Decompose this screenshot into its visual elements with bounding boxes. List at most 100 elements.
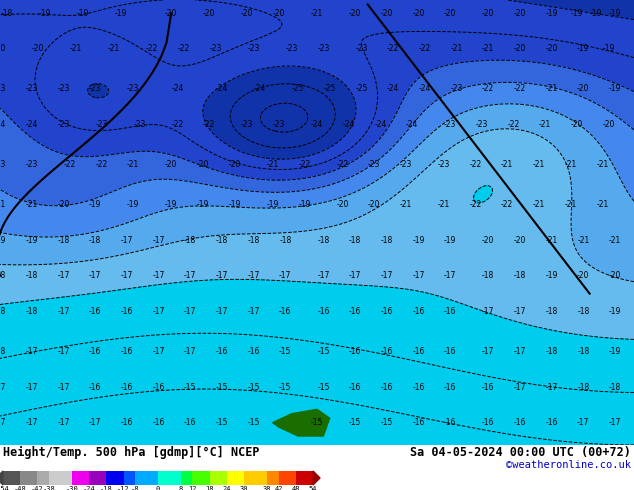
Text: -24: -24	[0, 120, 6, 129]
Bar	[193, 471, 210, 485]
Bar	[72, 471, 89, 485]
Bar	[124, 471, 135, 485]
Text: -17: -17	[380, 271, 393, 280]
Text: -21: -21	[399, 200, 412, 209]
Text: -24: -24	[406, 120, 418, 129]
Polygon shape	[273, 409, 330, 436]
Text: 54: 54	[309, 486, 317, 490]
Text: ©weatheronline.co.uk: ©weatheronline.co.uk	[506, 460, 631, 470]
Text: -20: -20	[482, 9, 495, 18]
Text: -17: -17	[89, 418, 101, 427]
Text: -19: -19	[609, 307, 621, 316]
Text: -17: -17	[184, 347, 197, 356]
Text: -17: -17	[216, 307, 228, 316]
Text: -21: -21	[266, 160, 279, 169]
Text: -21: -21	[450, 45, 463, 53]
Bar	[227, 471, 244, 485]
Text: -23: -23	[57, 120, 70, 129]
Text: -22: -22	[298, 160, 311, 169]
Text: -17: -17	[25, 383, 38, 392]
Bar	[278, 471, 296, 485]
Text: -24: -24	[171, 84, 184, 94]
Text: -20: -20	[57, 200, 70, 209]
Text: -17: -17	[0, 418, 6, 427]
Text: -18: -18	[57, 236, 70, 245]
Text: -16: -16	[412, 383, 425, 392]
Text: -16: -16	[89, 383, 101, 392]
Text: -16: -16	[279, 307, 292, 316]
Text: -20: -20	[571, 120, 583, 129]
Text: -16: -16	[120, 383, 133, 392]
Text: -21: -21	[596, 160, 609, 169]
Text: -54: -54	[0, 486, 10, 490]
Text: -20: -20	[228, 160, 241, 169]
Text: -22: -22	[336, 160, 349, 169]
Text: -22: -22	[482, 84, 495, 94]
Text: -17: -17	[247, 271, 260, 280]
Text: -20: -20	[577, 271, 590, 280]
Text: -21: -21	[577, 236, 590, 245]
Text: -20: -20	[609, 271, 621, 280]
Text: -16: -16	[120, 347, 133, 356]
Text: -21: -21	[311, 9, 323, 18]
Text: -17: -17	[57, 418, 70, 427]
Text: -18: -18	[609, 383, 621, 392]
Text: -17: -17	[184, 307, 197, 316]
Text: -20: -20	[0, 45, 6, 53]
Text: -19: -19	[602, 45, 615, 53]
Text: -17: -17	[152, 347, 165, 356]
Bar	[89, 471, 107, 485]
Text: -23: -23	[355, 45, 368, 53]
Text: -24: -24	[311, 120, 323, 129]
Text: -19: -19	[0, 236, 6, 245]
Text: -19: -19	[38, 9, 51, 18]
Text: -24: -24	[374, 120, 387, 129]
Text: -18: -18	[482, 271, 495, 280]
Text: -18: -18	[514, 271, 526, 280]
Text: -18: -18	[0, 307, 6, 316]
Text: -23: -23	[450, 84, 463, 94]
Text: -22: -22	[501, 200, 514, 209]
Text: -23: -23	[209, 45, 222, 53]
Text: -15: -15	[216, 383, 228, 392]
Text: -16: -16	[120, 418, 133, 427]
Text: -16: -16	[380, 347, 393, 356]
Text: Height/Temp. 500 hPa [gdmp][°C] NCEP: Height/Temp. 500 hPa [gdmp][°C] NCEP	[3, 446, 259, 459]
Text: -17: -17	[482, 307, 495, 316]
Text: -24: -24	[387, 84, 399, 94]
Text: -19: -19	[444, 236, 456, 245]
Text: -15: -15	[279, 347, 292, 356]
Text: -17: -17	[545, 383, 558, 392]
Text: -18: -18	[25, 307, 38, 316]
Bar	[135, 471, 158, 485]
Text: -19: -19	[114, 9, 127, 18]
Text: -20: -20	[514, 45, 526, 53]
Text: -16: -16	[380, 383, 393, 392]
Text: -15: -15	[380, 418, 393, 427]
Text: -20: -20	[336, 200, 349, 209]
Text: 12: 12	[188, 486, 197, 490]
Text: -19: -19	[89, 200, 101, 209]
Text: -48: -48	[14, 486, 27, 490]
Text: -21: -21	[501, 160, 514, 169]
Text: -22: -22	[469, 160, 482, 169]
Text: -22: -22	[146, 45, 158, 53]
Text: -18: -18	[279, 236, 292, 245]
Text: -21: -21	[533, 200, 545, 209]
Text: -20: -20	[602, 120, 615, 129]
Text: -21: -21	[564, 160, 577, 169]
Text: -16: -16	[444, 418, 456, 427]
Text: -18: -18	[577, 347, 590, 356]
Text: -17: -17	[279, 271, 292, 280]
Text: -21: -21	[0, 200, 6, 209]
Text: -16: -16	[349, 307, 361, 316]
Text: -23: -23	[247, 45, 260, 53]
Text: -17: -17	[152, 236, 165, 245]
Text: -16: -16	[514, 418, 526, 427]
Text: -21: -21	[609, 236, 621, 245]
Text: -16: -16	[89, 347, 101, 356]
Text: -20: -20	[203, 9, 216, 18]
Text: -23: -23	[127, 84, 139, 94]
Text: -17: -17	[514, 347, 526, 356]
Text: -19: -19	[609, 9, 621, 18]
